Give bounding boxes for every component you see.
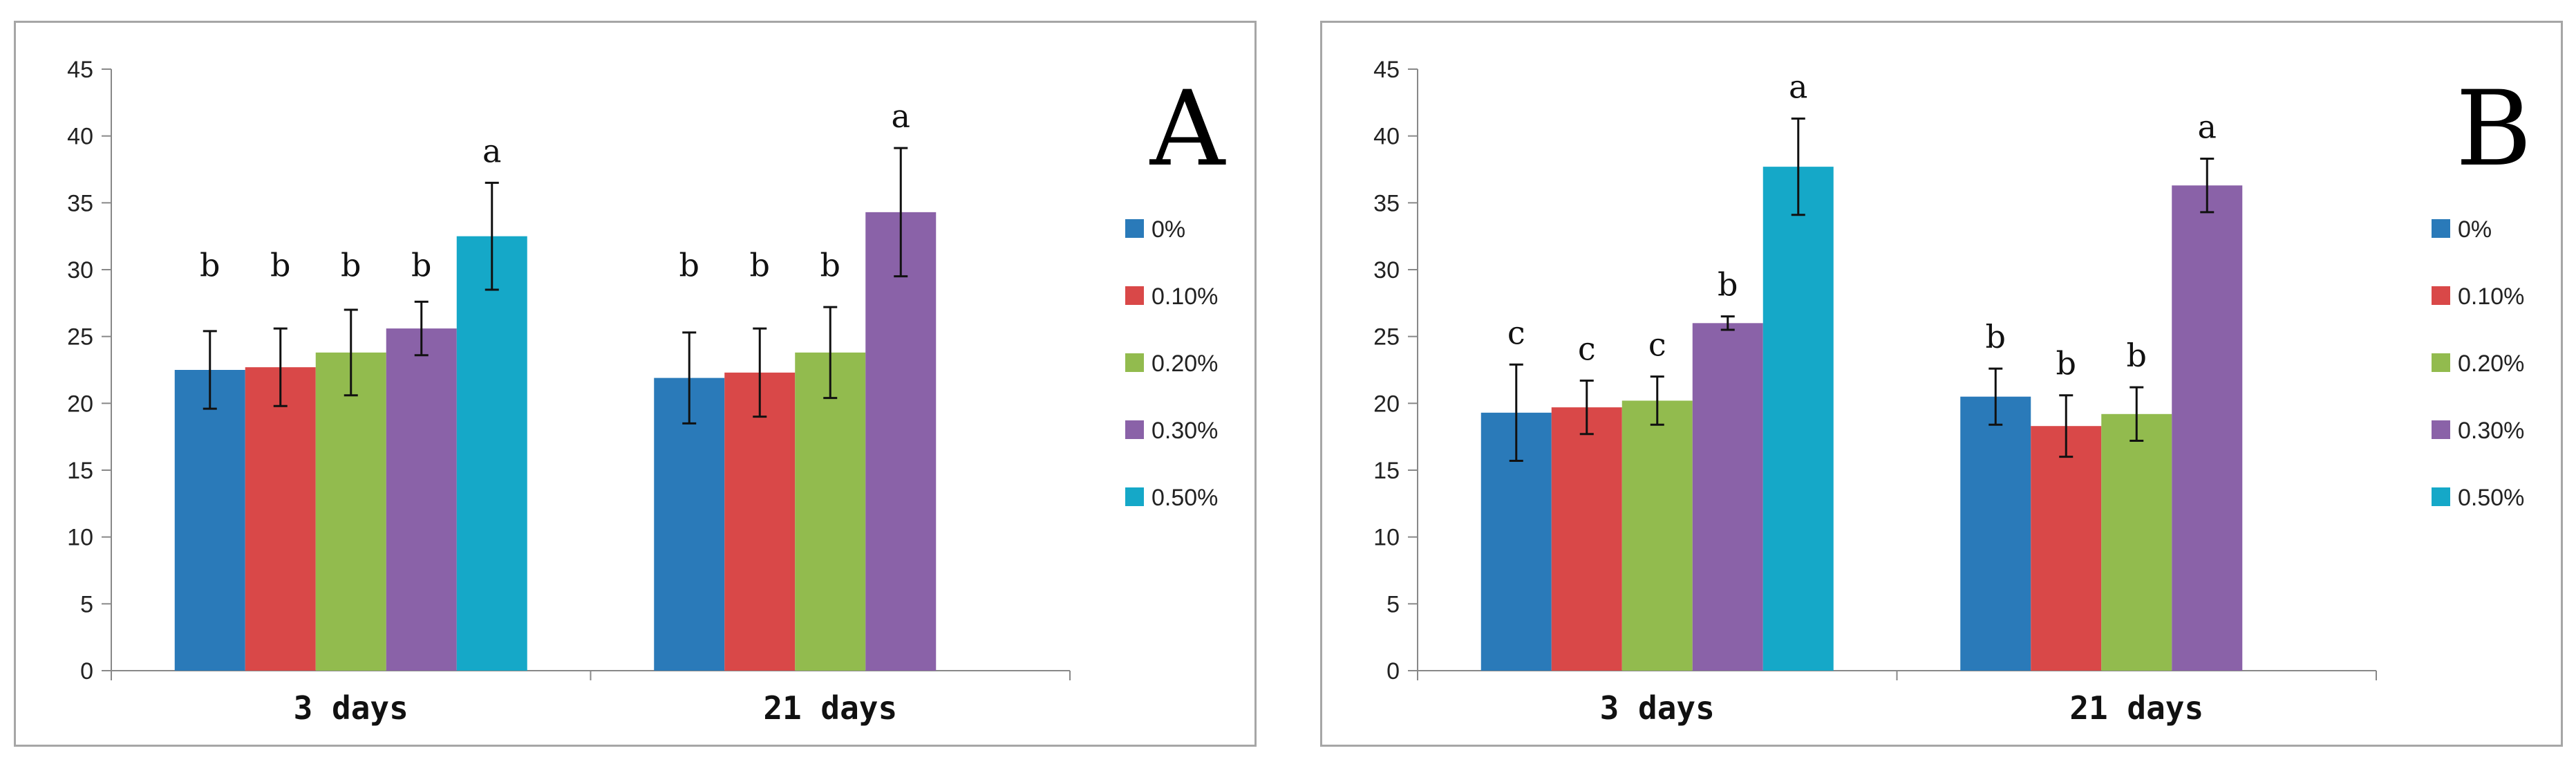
significance-label: a — [482, 132, 501, 169]
bar — [1960, 396, 2031, 671]
chart-panel-a: 0 5 10 15 20 25 30 35 40 45 3 days 21 days b b b b a b b b a… — [14, 21, 1257, 747]
y-tick-label: 35 — [67, 190, 93, 216]
significance-label: b — [270, 247, 290, 284]
legend-swatch — [1125, 487, 1144, 506]
y-tick-label: 0 — [80, 658, 93, 684]
chart-b-svg: 0 5 10 15 20 25 30 35 40 45 3 days 21 days c c c b a b b b a… — [1373, 57, 2532, 727]
bar — [1762, 167, 1834, 671]
bar — [245, 367, 316, 671]
significance-label: a — [1789, 68, 1807, 106]
panel-letter: B — [2456, 69, 2532, 189]
y-tick-label: 25 — [67, 324, 93, 351]
x-category-label: 21 days — [763, 689, 897, 727]
legend-label: 0.30% — [1151, 418, 1218, 444]
legend-label: 0% — [2458, 216, 2492, 243]
significance-label: b — [679, 247, 699, 284]
y-tick-label: 25 — [1373, 324, 1400, 351]
bar — [2031, 426, 2102, 671]
y-tick-label: 30 — [1373, 257, 1400, 283]
y-tick-label: 40 — [1373, 124, 1400, 150]
legend-label: 0.30% — [2458, 418, 2524, 444]
significance-label: b — [820, 247, 840, 284]
significance-label: b — [341, 247, 361, 284]
significance-label: c — [1648, 326, 1666, 364]
legend-label: 0.20% — [2458, 351, 2524, 377]
legend-label: 0.50% — [1151, 485, 1218, 511]
bar — [386, 328, 457, 671]
legend-swatch — [1125, 420, 1144, 439]
bar — [315, 352, 386, 671]
x-category-label: 3 days — [1600, 689, 1715, 727]
y-tick-label: 5 — [1386, 591, 1400, 617]
chart-panel-b: 0 5 10 15 20 25 30 35 40 45 3 days 21 days c c c b a b b b a… — [1320, 21, 2563, 747]
significance-label: b — [2127, 337, 2147, 374]
x-category-label: 21 days — [2069, 689, 2203, 727]
legend-label: 0.50% — [2458, 485, 2524, 511]
legend-label: 0.20% — [1151, 351, 1218, 377]
y-tick-label: 40 — [67, 124, 93, 150]
bar — [1692, 323, 1763, 671]
bar — [1551, 407, 1622, 671]
legend-label: 0% — [1151, 216, 1185, 243]
y-tick-label: 45 — [1373, 57, 1400, 83]
bar — [2101, 413, 2172, 671]
y-tick-label: 10 — [1373, 525, 1400, 551]
bar — [865, 212, 937, 671]
significance-label: b — [1986, 318, 2006, 355]
significance-label: b — [1718, 266, 1738, 304]
legend-swatch — [2432, 219, 2450, 238]
bar — [795, 352, 866, 671]
y-tick-label: 45 — [67, 57, 93, 83]
significance-label: b — [750, 247, 770, 284]
y-tick-label: 35 — [1373, 190, 1400, 216]
y-tick-label: 15 — [67, 458, 93, 484]
y-tick-label: 20 — [1373, 391, 1400, 417]
significance-label: b — [411, 247, 431, 284]
legend-swatch — [2432, 487, 2450, 506]
significance-label: c — [1578, 330, 1596, 367]
legend-label: 0.10% — [2458, 283, 2524, 310]
panel-letter: A — [1149, 69, 1226, 189]
significance-label: b — [2056, 345, 2076, 382]
y-tick-label: 0 — [1386, 658, 1400, 684]
legend-swatch — [1125, 219, 1144, 238]
significance-label: b — [200, 247, 220, 284]
y-tick-label: 20 — [67, 391, 93, 417]
bar — [1621, 400, 1693, 671]
bar — [654, 378, 725, 671]
legend-swatch — [1125, 286, 1144, 305]
legend-swatch — [2432, 353, 2450, 372]
chart-a-svg: 0 5 10 15 20 25 30 35 40 45 3 days 21 days b b b b a b b b a… — [67, 57, 1226, 727]
bar — [2172, 185, 2243, 671]
y-tick-label: 15 — [1373, 458, 1400, 484]
y-tick-label: 30 — [67, 257, 93, 283]
significance-label: a — [2198, 109, 2217, 146]
y-tick-label: 10 — [67, 525, 93, 551]
x-category-label: 3 days — [294, 689, 408, 727]
bar — [174, 370, 245, 671]
legend-swatch — [2432, 286, 2450, 305]
legend-label: 0.10% — [1151, 283, 1218, 310]
legend-swatch — [1125, 353, 1144, 372]
significance-label: c — [1507, 314, 1525, 351]
bar — [456, 236, 527, 671]
bar — [724, 372, 796, 671]
legend-swatch — [2432, 420, 2450, 439]
y-tick-label: 5 — [80, 591, 93, 617]
significance-label: a — [892, 97, 910, 135]
